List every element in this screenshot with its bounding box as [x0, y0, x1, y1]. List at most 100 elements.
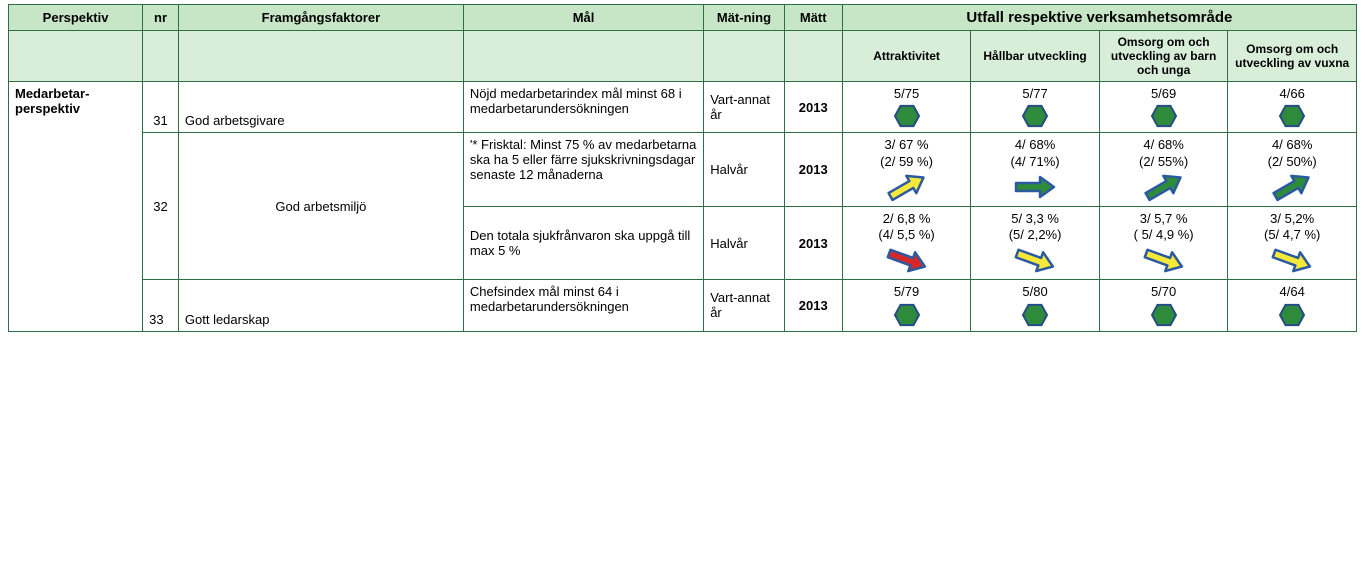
table-wrap: Perspektiv nr Framgångsfaktorer Mål Mät-…	[0, 0, 1365, 336]
cell-nr: 32	[143, 133, 179, 280]
cell-out: 3/ 5,7 %( 5/ 4,9 %)	[1099, 206, 1228, 280]
value2: ( 5/ 4,9 %)	[1106, 227, 1222, 243]
th-sub-empty-4	[463, 31, 703, 82]
cell-out: 4/66	[1228, 82, 1357, 133]
cell-matt: 2013	[784, 133, 842, 207]
th-sub-omsorg-barn: Omsorg om och utveckling av barn och ung…	[1099, 31, 1228, 82]
status-icon	[1106, 245, 1222, 275]
cell-mal: Den totala sjukfrånvaron ska uppgå till …	[463, 206, 703, 280]
value2: (5/ 4,7 %)	[1234, 227, 1350, 243]
th-mal: Mål	[463, 5, 703, 31]
value: 3/ 5,2%	[1234, 211, 1350, 227]
th-sub-attr: Attraktivitet	[842, 31, 971, 82]
th-perspektiv: Perspektiv	[9, 5, 143, 31]
status-icon	[977, 245, 1093, 275]
th-matning: Mät-ning	[704, 5, 784, 31]
value: 5/80	[977, 284, 1093, 300]
cell-out: 2/ 6,8 %(4/ 5,5 %)	[842, 206, 971, 280]
cell-mal: Nöjd medarbetarindex mål minst 68 i meda…	[463, 82, 703, 133]
th-sub-empty-2	[143, 31, 179, 82]
status-icon	[849, 104, 965, 128]
status-icon	[977, 104, 1093, 128]
cell-out: 5/70	[1099, 280, 1228, 331]
status-icon	[849, 245, 965, 275]
cell-out: 5/ 3,3 %(5/ 2,2%)	[971, 206, 1100, 280]
hexagon-icon	[893, 303, 921, 327]
trend-arrow-icon	[1269, 245, 1315, 275]
hexagon-icon	[1150, 303, 1178, 327]
value2: (2/ 55%)	[1106, 154, 1222, 170]
status-icon	[1234, 172, 1350, 202]
value: 2/ 6,8 %	[849, 211, 965, 227]
value: 4/66	[1234, 86, 1350, 102]
cell-nr: 31	[143, 82, 179, 133]
cell-matning: Vart-annat år	[704, 280, 784, 331]
table-row: 32 God arbetsmiljö '* Frisktal: Minst 75…	[9, 133, 1357, 207]
th-nr: nr	[143, 5, 179, 31]
cell-framgang: Gott ledarskap	[178, 280, 463, 331]
th-sub-hallbar: Hållbar utveckling	[971, 31, 1100, 82]
status-icon	[849, 303, 965, 327]
table-row: Medarbetar-perspektiv 31 God arbetsgivar…	[9, 82, 1357, 133]
scorecard-table: Perspektiv nr Framgångsfaktorer Mål Mät-…	[8, 4, 1357, 332]
value: 4/64	[1234, 284, 1350, 300]
table-row: 33 Gott ledarskap Chefsindex mål minst 6…	[9, 280, 1357, 331]
cell-out: 5/69	[1099, 82, 1228, 133]
hexagon-icon	[893, 104, 921, 128]
cell-nr: 33	[143, 280, 179, 331]
trend-arrow-icon	[884, 172, 930, 202]
status-icon	[1106, 303, 1222, 327]
value2: (4/ 71%)	[977, 154, 1093, 170]
value: 3/ 67 %	[849, 137, 965, 153]
value: 5/ 3,3 %	[977, 211, 1093, 227]
value: 3/ 5,7 %	[1106, 211, 1222, 227]
trend-arrow-icon	[884, 245, 930, 275]
cell-mal: '* Frisktal: Minst 75 % av medarbetarna …	[463, 133, 703, 207]
cell-out: 3/ 67 %(2/ 59 %)	[842, 133, 971, 207]
th-sub-empty-5	[704, 31, 784, 82]
cell-matning: Vart-annat år	[704, 82, 784, 133]
value2: (5/ 2,2%)	[977, 227, 1093, 243]
hexagon-icon	[1021, 104, 1049, 128]
hexagon-icon	[1021, 303, 1049, 327]
value: 5/69	[1106, 86, 1222, 102]
cell-out: 4/ 68%(2/ 50%)	[1228, 133, 1357, 207]
cell-perspektiv: Medarbetar-perspektiv	[9, 82, 143, 332]
status-icon	[977, 303, 1093, 327]
status-icon	[1234, 245, 1350, 275]
status-icon	[849, 172, 965, 202]
th-utfall: Utfall respektive verksamhetsområde	[842, 5, 1356, 31]
cell-out: 5/80	[971, 280, 1100, 331]
status-icon	[977, 172, 1093, 202]
hexagon-icon	[1278, 104, 1306, 128]
value: 5/75	[849, 86, 965, 102]
cell-mal: Chefsindex mål minst 64 i medarbetarunde…	[463, 280, 703, 331]
hexagon-icon	[1150, 104, 1178, 128]
status-icon	[1106, 104, 1222, 128]
status-icon	[1106, 172, 1222, 202]
cell-out: 4/64	[1228, 280, 1357, 331]
value: 4/ 68%	[977, 137, 1093, 153]
cell-out: 4/ 68%(4/ 71%)	[971, 133, 1100, 207]
trend-arrow-icon	[1269, 172, 1315, 202]
value: 4/ 68%	[1106, 137, 1222, 153]
value: 5/77	[977, 86, 1093, 102]
value: 5/79	[849, 284, 965, 300]
trend-arrow-icon	[1141, 172, 1187, 202]
cell-framgang: God arbetsmiljö	[178, 133, 463, 280]
cell-out: 5/77	[971, 82, 1100, 133]
th-framgang: Framgångsfaktorer	[178, 5, 463, 31]
value: 5/70	[1106, 284, 1222, 300]
value2: (2/ 59 %)	[849, 154, 965, 170]
cell-matning: Halvår	[704, 133, 784, 207]
value: 4/ 68%	[1234, 137, 1350, 153]
hexagon-icon	[1278, 303, 1306, 327]
trend-arrow-icon	[1141, 245, 1187, 275]
cell-out: 3/ 5,2%(5/ 4,7 %)	[1228, 206, 1357, 280]
cell-out: 5/79	[842, 280, 971, 331]
cell-framgang: God arbetsgivare	[178, 82, 463, 133]
status-icon	[1234, 104, 1350, 128]
cell-matt: 2013	[784, 82, 842, 133]
cell-out: 4/ 68%(2/ 55%)	[1099, 133, 1228, 207]
cell-matning: Halvår	[704, 206, 784, 280]
